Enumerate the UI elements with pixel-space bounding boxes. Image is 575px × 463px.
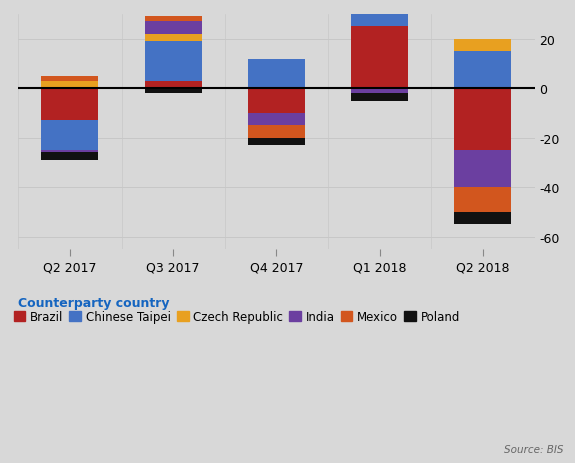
Bar bbox=[454, 213, 511, 225]
Bar bbox=[145, 35, 201, 42]
Bar bbox=[248, 126, 305, 138]
Bar bbox=[145, 89, 201, 94]
Bar bbox=[454, 40, 511, 52]
Bar bbox=[41, 150, 98, 153]
Bar bbox=[351, 94, 408, 101]
Text: Counterparty country: Counterparty country bbox=[18, 296, 170, 309]
Bar bbox=[41, 81, 98, 89]
Bar bbox=[454, 52, 511, 89]
Bar bbox=[351, 7, 408, 27]
Bar bbox=[248, 89, 305, 113]
Bar bbox=[248, 138, 305, 146]
Bar bbox=[41, 121, 98, 150]
Bar bbox=[351, 27, 408, 89]
Bar bbox=[145, 42, 201, 81]
Legend: Brazil, Chinese Taipei, Czech Republic, India, Mexico, Poland: Brazil, Chinese Taipei, Czech Republic, … bbox=[14, 310, 460, 323]
Bar bbox=[145, 22, 201, 35]
Bar bbox=[248, 59, 305, 89]
Bar bbox=[145, 18, 201, 22]
Bar bbox=[41, 77, 98, 81]
Bar bbox=[454, 89, 511, 150]
Bar bbox=[351, 3, 408, 7]
Bar bbox=[145, 81, 201, 89]
Bar bbox=[454, 188, 511, 213]
Bar bbox=[41, 89, 98, 121]
Bar bbox=[41, 153, 98, 161]
Bar bbox=[454, 150, 511, 188]
Text: Source: BIS: Source: BIS bbox=[504, 444, 564, 454]
Bar bbox=[351, 89, 408, 94]
Bar bbox=[248, 113, 305, 126]
